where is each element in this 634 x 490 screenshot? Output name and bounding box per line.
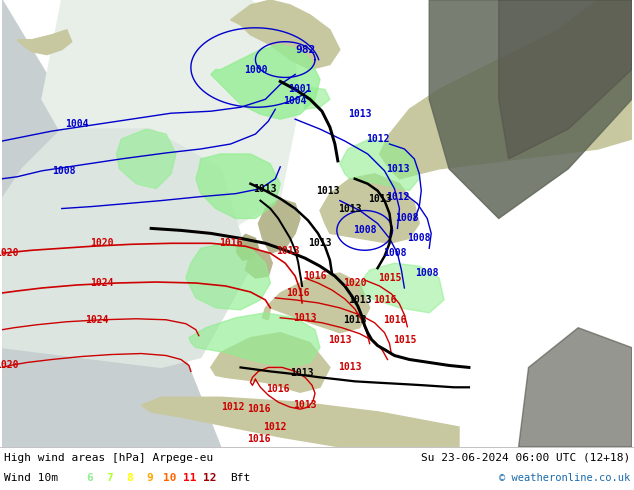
Text: 1008: 1008 [383,248,406,258]
Polygon shape [320,174,419,244]
Text: Su 23-06-2024 06:00 UTC (12+18): Su 23-06-2024 06:00 UTC (12+18) [421,453,630,463]
Polygon shape [302,87,330,109]
Text: 1001: 1001 [288,84,312,95]
Polygon shape [17,30,72,54]
Text: 8: 8 [127,473,133,483]
Text: 1013: 1013 [385,164,409,174]
Polygon shape [380,0,632,179]
Text: 1020: 1020 [0,248,19,258]
Text: 1015: 1015 [378,273,401,283]
Text: 12: 12 [204,473,217,483]
Polygon shape [519,328,632,447]
Polygon shape [42,0,300,248]
Polygon shape [231,0,340,70]
Text: 1024: 1024 [90,278,113,288]
Text: © weatheronline.co.uk: © weatheronline.co.uk [499,473,630,483]
Text: 1013: 1013 [328,335,352,344]
Text: 1016: 1016 [266,384,290,394]
Text: High wind areas [hPa] Arpege-eu: High wind areas [hPa] Arpege-eu [4,453,213,463]
Polygon shape [186,244,270,310]
Polygon shape [340,139,419,191]
Text: 1008: 1008 [396,214,419,223]
Polygon shape [117,129,176,189]
Text: Wind 10m: Wind 10m [4,473,58,483]
Text: 1012: 1012 [366,134,389,144]
Text: 1016: 1016 [373,295,396,305]
Text: 1013: 1013 [368,194,391,204]
Text: 1000: 1000 [243,65,267,74]
Text: 9: 9 [146,473,153,483]
Text: 1016: 1016 [247,434,270,444]
Text: 1008: 1008 [415,268,439,278]
Text: 1004: 1004 [283,97,307,106]
Polygon shape [2,0,221,447]
Polygon shape [189,313,320,368]
Text: 1012: 1012 [385,192,409,201]
Polygon shape [196,154,280,219]
Text: 7: 7 [107,473,113,483]
Polygon shape [210,333,330,392]
Text: 11: 11 [183,473,197,483]
Text: 1024: 1024 [85,315,108,325]
Text: 1020: 1020 [0,361,19,370]
Text: 1016: 1016 [383,315,406,325]
Polygon shape [259,198,300,253]
Text: 1016: 1016 [303,271,327,281]
Text: 1013: 1013 [294,400,317,410]
Text: 10: 10 [163,473,177,483]
Text: 1013: 1013 [276,246,300,256]
Polygon shape [2,129,250,368]
Text: 6: 6 [87,473,93,483]
Text: 1016: 1016 [219,238,242,248]
Polygon shape [429,0,632,219]
Text: 1015: 1015 [392,335,416,344]
Text: 1013: 1013 [338,363,361,372]
Text: 1016: 1016 [247,404,270,414]
Text: Bft: Bft [230,473,250,483]
Polygon shape [236,234,259,260]
Text: 1013: 1013 [290,368,314,378]
Text: 1008: 1008 [52,166,75,176]
Text: 1013: 1013 [294,313,317,323]
Text: 1020: 1020 [90,238,113,248]
Text: 1020: 1020 [343,278,366,288]
Polygon shape [499,0,632,159]
Text: 1012: 1012 [221,402,244,412]
Text: 982: 982 [295,45,315,55]
Text: 1008: 1008 [408,233,431,244]
Text: 1004: 1004 [65,119,88,129]
Polygon shape [359,263,444,313]
Text: 1016: 1016 [287,288,310,298]
Text: 1013: 1013 [338,203,361,214]
Text: 1013: 1013 [348,109,372,119]
Polygon shape [210,45,320,119]
Text: 1008: 1008 [353,225,377,235]
Polygon shape [262,273,370,333]
Text: 1013: 1013 [254,184,277,194]
Text: 1012: 1012 [264,422,287,432]
Polygon shape [245,250,273,278]
Polygon shape [141,397,459,447]
Text: 1013: 1013 [316,186,340,196]
Text: 1013: 1013 [343,315,366,325]
Text: 1013: 1013 [348,295,372,305]
Text: 1013: 1013 [308,238,332,248]
